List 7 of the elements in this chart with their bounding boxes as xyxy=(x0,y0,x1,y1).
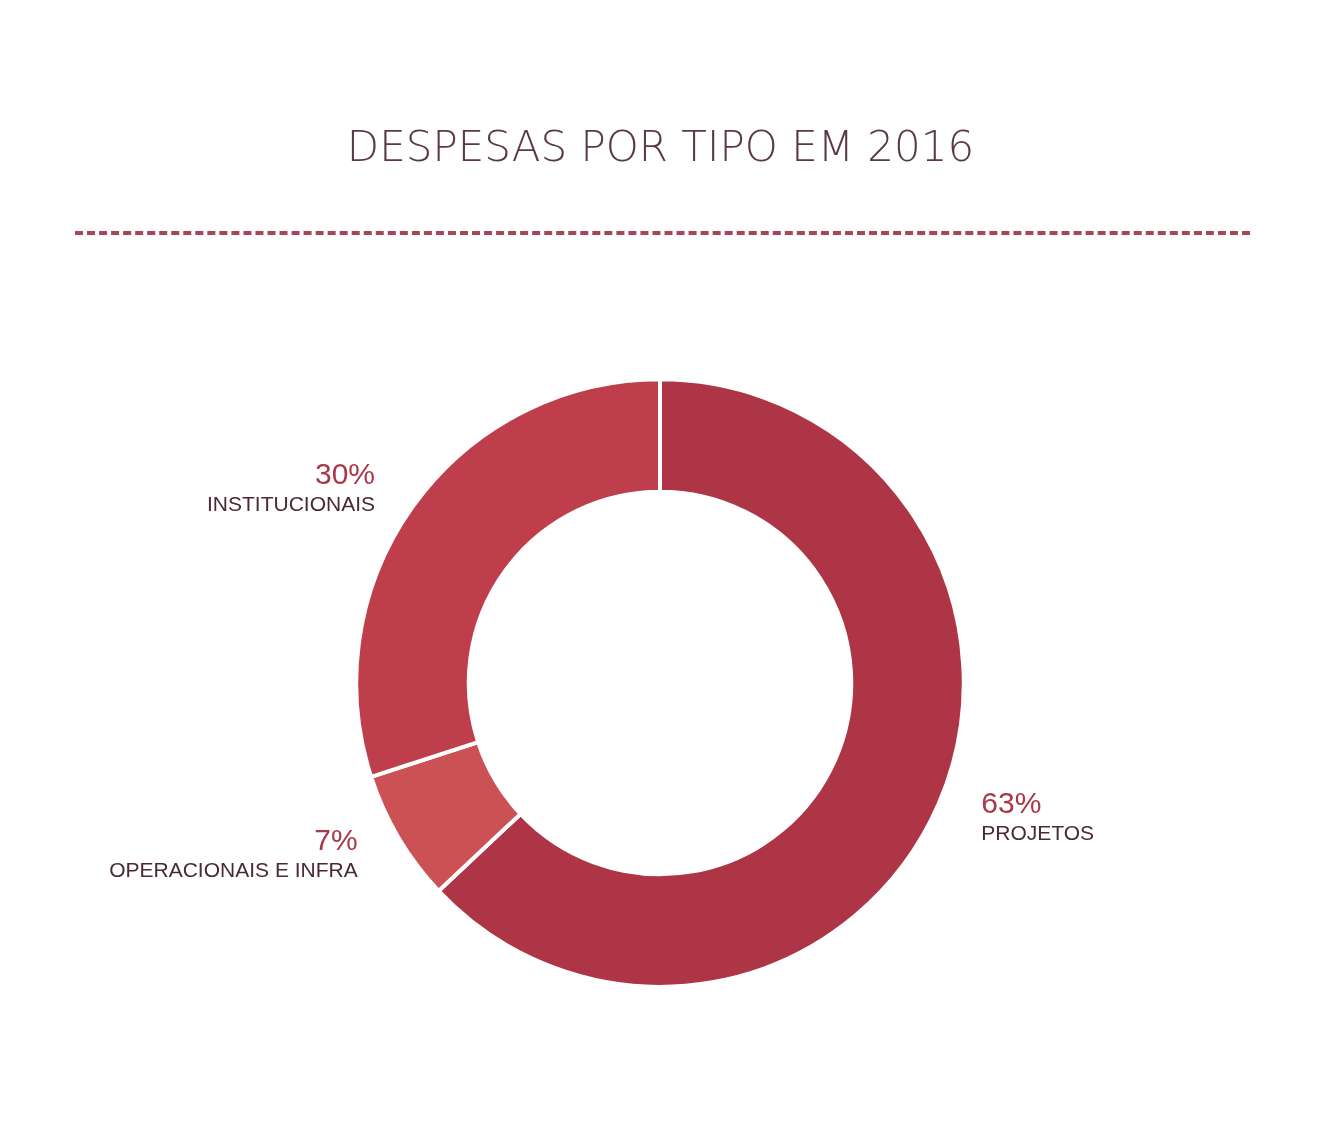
data-label: 7% xyxy=(314,823,358,857)
data-label: 30% xyxy=(314,457,375,491)
slice-label: OPERACIONAIS E INFRA xyxy=(109,858,358,882)
chart-title: DESPESAS POR TIPO EM 2016 xyxy=(346,121,975,171)
slice-label: INSTITUCIONAIS xyxy=(206,492,375,516)
slice-label: PROJETOS xyxy=(981,821,1095,845)
data-label: 63% xyxy=(981,786,1042,820)
